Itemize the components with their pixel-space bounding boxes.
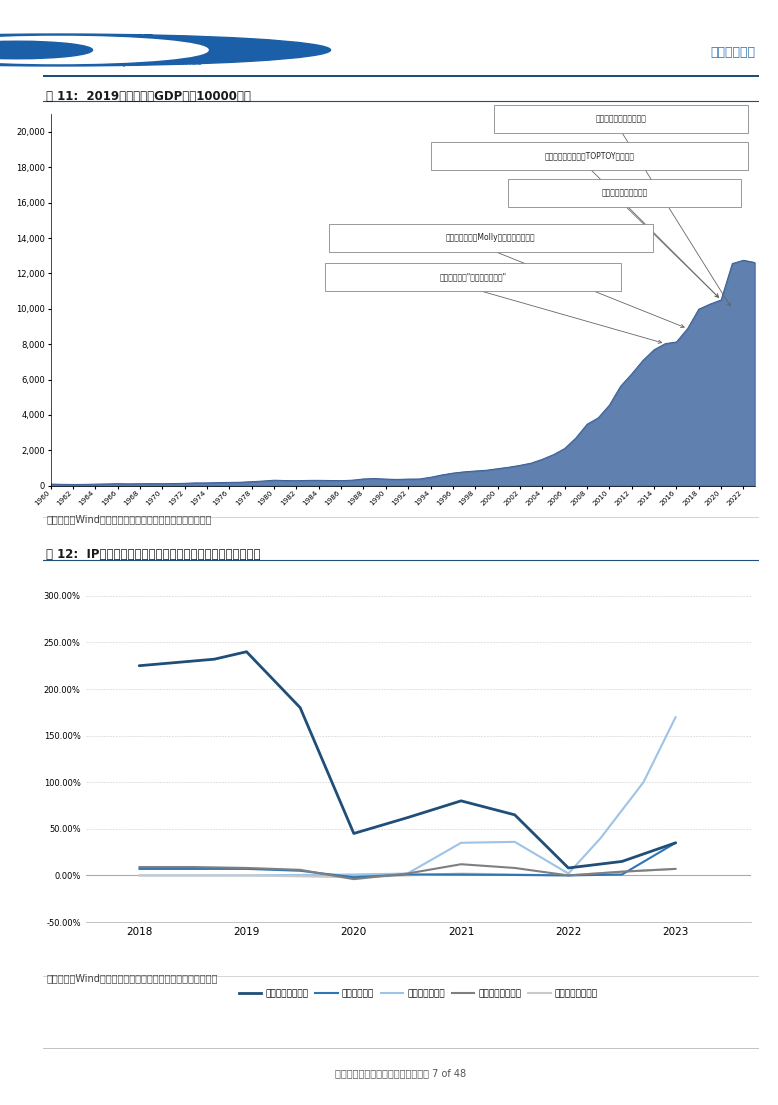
Text: GUOTAI JUNAN SECURITIES: GUOTAI JUNAN SECURITIES — [89, 59, 202, 67]
Text: 行业深度研究: 行业深度研究 — [710, 46, 755, 60]
Text: 泡泡玛特：推出Molly首个星座盲盒系列: 泡泡玛特：推出Molly首个星座盲盒系列 — [446, 233, 535, 242]
FancyBboxPatch shape — [494, 105, 748, 133]
Text: 数据来源：Wind，国家统计局，公司公告，国泰君安证券研究: 数据来源：Wind，国家统计局，公司公告，国泰君安证券研究 — [47, 974, 218, 983]
Text: 图 12:  IP消费各业态公司营收增速表现优于中国社零总额增速: 图 12: IP消费各业态公司营收增速表现优于中国社零总额增速 — [47, 548, 261, 561]
Text: 泡泡玛特：港交所上市: 泡泡玛特：港交所上市 — [601, 189, 647, 198]
Text: 图 11:  2019年中国人均GDP突破10000美元: 图 11: 2019年中国人均GDP突破10000美元 — [47, 90, 251, 103]
Text: 数据来源：Wind，世界银行，公司公告，国泰君安证券研究: 数据来源：Wind，世界银行，公司公告，国泰君安证券研究 — [47, 514, 212, 524]
Text: 名创优品：旗下设立TOPTOY潮玩品牌: 名创优品：旗下设立TOPTOY潮玩品牌 — [544, 151, 634, 160]
Text: 卡游：推出首个卡牌系列: 卡游：推出首个卡牌系列 — [595, 114, 647, 124]
FancyBboxPatch shape — [508, 179, 741, 207]
FancyBboxPatch shape — [325, 263, 621, 291]
FancyBboxPatch shape — [328, 224, 653, 252]
Ellipse shape — [0, 36, 209, 64]
FancyBboxPatch shape — [431, 143, 748, 170]
Text: 国泰君安证券: 国泰君安证券 — [89, 32, 154, 51]
Circle shape — [0, 34, 331, 66]
Ellipse shape — [0, 41, 93, 59]
Text: 请务必阅读正文之后的免责条款部分 7 of 48: 请务必阅读正文之后的免责条款部分 7 of 48 — [335, 1067, 466, 1078]
Text: 布鲁可：推出"百变布鲁可积木": 布鲁可：推出"百变布鲁可积木" — [440, 272, 506, 281]
Legend: 泡泡玛特营收增速, 卡游营收增速, 布鲁可营收增速, 中国社零总额增速, 名创优品营收增速: 泡泡玛特营收增速, 卡游营收增速, 布鲁可营收增速, 中国社零总额增速, 名创优… — [235, 986, 601, 1001]
